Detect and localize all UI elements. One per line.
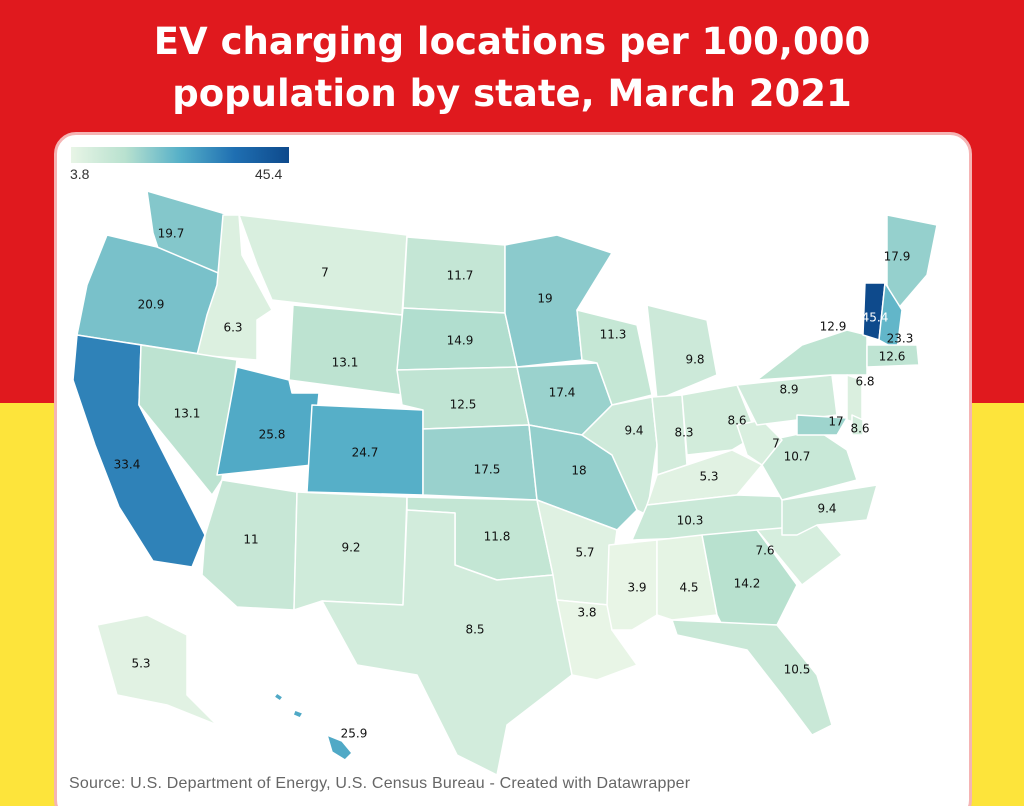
state-value-label-ia: 17.4 [549,386,576,400]
state-value-label-ny: 12.9 [820,320,847,334]
state-ma[interactable] [866,344,920,368]
map-card: 3.8 45.4 19.7 20.9 33.4 6.3 13.1 7 13.1 25.8 24.… [54,132,972,806]
state-value-label-il: 9.4 [624,424,643,438]
state-value-label-ar: 5.7 [575,546,594,560]
state-value-label-id: 6.3 [223,321,242,335]
legend-color-scale [71,147,289,163]
state-value-label-wi: 11.3 [600,328,627,342]
state-value-label-md: 17 [828,415,843,429]
state-value-label-va: 10.7 [784,450,811,464]
state-value-label-ks: 17.5 [474,463,501,477]
state-value-label-nj: 6.8 [855,375,874,389]
state-nv[interactable] [138,344,238,496]
state-value-label-ga: 14.2 [734,577,761,591]
state-al[interactable] [656,534,718,621]
state-value-label-mt: 7 [321,266,329,280]
state-ut[interactable] [216,366,320,476]
state-pa[interactable] [736,374,838,426]
state-value-label-nc: 9.4 [817,502,836,516]
state-md[interactable] [796,414,848,436]
state-value-label-mo: 18 [571,464,586,478]
state-fl[interactable] [671,619,833,736]
state-value-label-sd: 14.9 [447,334,474,348]
state-value-label-tx: 8.5 [465,623,484,637]
state-value-label-sc: 7.6 [755,544,774,558]
state-value-label-nd: 11.7 [447,269,474,283]
state-value-label-me: 17.9 [884,250,911,264]
state-id[interactable] [196,214,273,361]
state-me[interactable] [886,214,938,311]
state-value-label-wy: 13.1 [332,356,359,370]
state-value-label-ut: 25.8 [259,428,286,442]
us-choropleth-map: 19.7 20.9 33.4 6.3 13.1 7 13.1 25.8 24.7 11 9.2 11.… [72,190,938,776]
state-value-label-mi: 9.8 [685,353,704,367]
state-ny[interactable] [756,329,868,381]
state-value-label-fl: 10.5 [784,663,811,677]
state-value-label-co: 24.7 [352,446,379,460]
state-value-label-wv: 7 [772,437,780,451]
source-note: Source: U.S. Department of Energy, U.S. … [69,775,691,792]
state-value-label-hi: 25.9 [341,727,368,741]
page-title: EV charging locations per 100,000 popula… [0,16,1024,120]
title-line-1: EV charging locations per 100,000 [153,20,871,63]
state-value-label-ne: 12.5 [450,398,477,412]
state-mi[interactable] [646,304,718,401]
state-value-label-ca: 33.4 [114,458,141,472]
state-value-label-tn: 10.3 [677,514,704,528]
state-value-label-ky: 5.3 [699,470,718,484]
state-value-label-ms: 3.9 [627,581,646,595]
state-value-label-az: 11 [243,533,258,547]
state-value-label-wa: 19.7 [158,227,185,241]
state-value-label-ok: 11.8 [484,530,511,544]
state-value-label-ma: 12.6 [879,350,906,364]
state-value-label-nv: 13.1 [174,407,201,421]
state-value-label-de: 8.6 [850,422,869,436]
state-value-label-oh: 8.6 [727,414,746,428]
state-value-label-in: 8.3 [674,426,693,440]
state-value-label-nh: 23.3 [887,332,914,346]
state-value-label-nm: 9.2 [341,541,360,555]
state-value-label-vt: 45.4 [862,311,889,325]
state-de[interactable] [851,414,864,436]
state-value-label-or: 20.9 [138,298,165,312]
legend-max-label: 45.4 [255,166,283,182]
state-mt[interactable] [238,214,408,316]
state-value-label-mn: 19 [537,292,552,306]
legend-min-label: 3.8 [70,166,90,182]
state-value-label-pa: 8.9 [779,383,798,397]
title-line-2: population by state, March 2021 [172,72,852,115]
state-value-label-la: 3.8 [577,606,596,620]
state-wy[interactable] [288,304,403,396]
state-hi[interactable] [273,692,353,761]
state-nc[interactable] [781,484,878,536]
state-value-label-al: 4.5 [679,581,698,595]
state-ak[interactable] [96,614,218,726]
state-value-label-ak: 5.3 [131,657,150,671]
